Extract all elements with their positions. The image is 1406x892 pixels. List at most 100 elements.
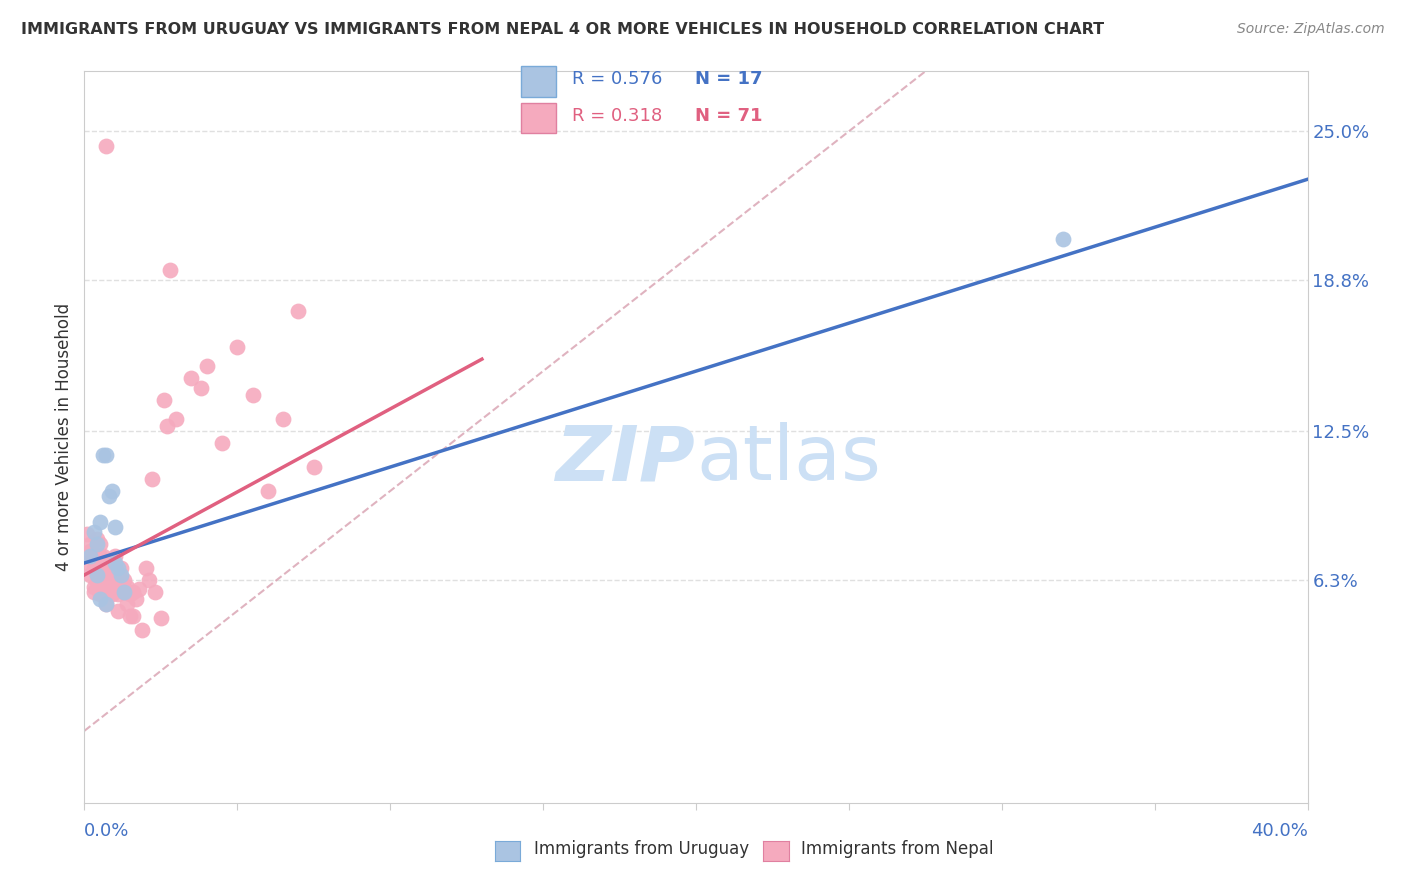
Point <box>91 549 114 563</box>
Point <box>83 551 105 566</box>
Point <box>242 388 264 402</box>
Point <box>89 587 111 601</box>
Point <box>79 568 101 582</box>
Point <box>83 561 105 575</box>
Text: atlas: atlas <box>696 422 880 496</box>
Point <box>104 549 127 563</box>
Point <box>195 359 218 374</box>
Text: R = 0.318: R = 0.318 <box>572 107 662 125</box>
Point <box>156 419 179 434</box>
Point <box>79 544 101 558</box>
Point <box>97 584 120 599</box>
Point <box>86 575 108 590</box>
Point <box>79 537 101 551</box>
Point <box>89 515 111 529</box>
Point <box>86 556 108 570</box>
Point <box>107 604 129 618</box>
Point <box>165 412 187 426</box>
Bar <box>522 66 555 96</box>
Point <box>190 381 212 395</box>
Point <box>211 436 233 450</box>
Point <box>94 582 117 597</box>
Point <box>79 549 101 563</box>
Point <box>112 584 135 599</box>
Text: ZIP: ZIP <box>557 422 696 496</box>
Point <box>149 611 172 625</box>
Point <box>107 561 129 575</box>
Point <box>91 448 114 462</box>
Point <box>89 591 111 606</box>
Point <box>94 138 117 153</box>
Point <box>287 304 309 318</box>
Point <box>104 520 127 534</box>
Point <box>89 537 111 551</box>
Point <box>128 582 150 597</box>
Text: Immigrants from Uruguay: Immigrants from Uruguay <box>534 840 749 858</box>
Point <box>83 580 105 594</box>
Point <box>112 584 135 599</box>
Point <box>91 561 114 575</box>
Point <box>101 573 124 587</box>
Point <box>76 556 98 570</box>
Point <box>101 483 124 498</box>
Point <box>131 623 153 637</box>
Text: 40.0%: 40.0% <box>1251 822 1308 840</box>
Point <box>143 584 166 599</box>
Point <box>94 597 117 611</box>
Point <box>110 573 132 587</box>
Point <box>159 263 181 277</box>
Point <box>104 573 127 587</box>
Point <box>107 587 129 601</box>
Point <box>104 556 127 570</box>
Point <box>120 587 142 601</box>
Point <box>94 448 117 462</box>
Text: N = 71: N = 71 <box>695 107 762 125</box>
Bar <box>522 103 555 134</box>
Point <box>122 608 145 623</box>
Point <box>91 582 114 597</box>
Point <box>86 537 108 551</box>
Text: 0.0%: 0.0% <box>84 822 129 840</box>
Text: R = 0.576: R = 0.576 <box>572 70 662 87</box>
Point <box>180 371 202 385</box>
Point <box>97 561 120 575</box>
Point <box>120 608 142 623</box>
Point <box>112 573 135 587</box>
Point <box>110 568 132 582</box>
Point <box>101 587 124 601</box>
Point <box>115 597 138 611</box>
Point <box>138 573 160 587</box>
Point <box>86 532 108 546</box>
Point <box>257 483 280 498</box>
Point <box>101 561 124 575</box>
Point <box>125 591 148 606</box>
Point <box>94 561 117 575</box>
Point <box>86 549 108 563</box>
Point <box>83 524 105 539</box>
Text: Source: ZipAtlas.com: Source: ZipAtlas.com <box>1237 22 1385 37</box>
Point <box>94 573 117 587</box>
Point <box>86 568 108 582</box>
Point <box>94 597 117 611</box>
Point <box>89 561 111 575</box>
Point <box>226 340 249 354</box>
Point <box>110 561 132 575</box>
Point <box>97 489 120 503</box>
Point <box>122 584 145 599</box>
Point <box>76 527 98 541</box>
Text: N = 17: N = 17 <box>695 70 762 87</box>
Point <box>89 549 111 563</box>
Point <box>302 460 325 475</box>
Point <box>135 561 157 575</box>
Point <box>89 575 111 590</box>
Point <box>83 584 105 599</box>
Point <box>104 561 127 575</box>
Y-axis label: 4 or more Vehicles in Household: 4 or more Vehicles in Household <box>55 303 73 571</box>
Point <box>115 580 138 594</box>
Point <box>1052 232 1074 246</box>
Text: IMMIGRANTS FROM URUGUAY VS IMMIGRANTS FROM NEPAL 4 OR MORE VEHICLES IN HOUSEHOLD: IMMIGRANTS FROM URUGUAY VS IMMIGRANTS FR… <box>21 22 1104 37</box>
Point <box>97 573 120 587</box>
Point <box>91 573 114 587</box>
Point <box>153 392 176 407</box>
Text: Immigrants from Nepal: Immigrants from Nepal <box>801 840 994 858</box>
